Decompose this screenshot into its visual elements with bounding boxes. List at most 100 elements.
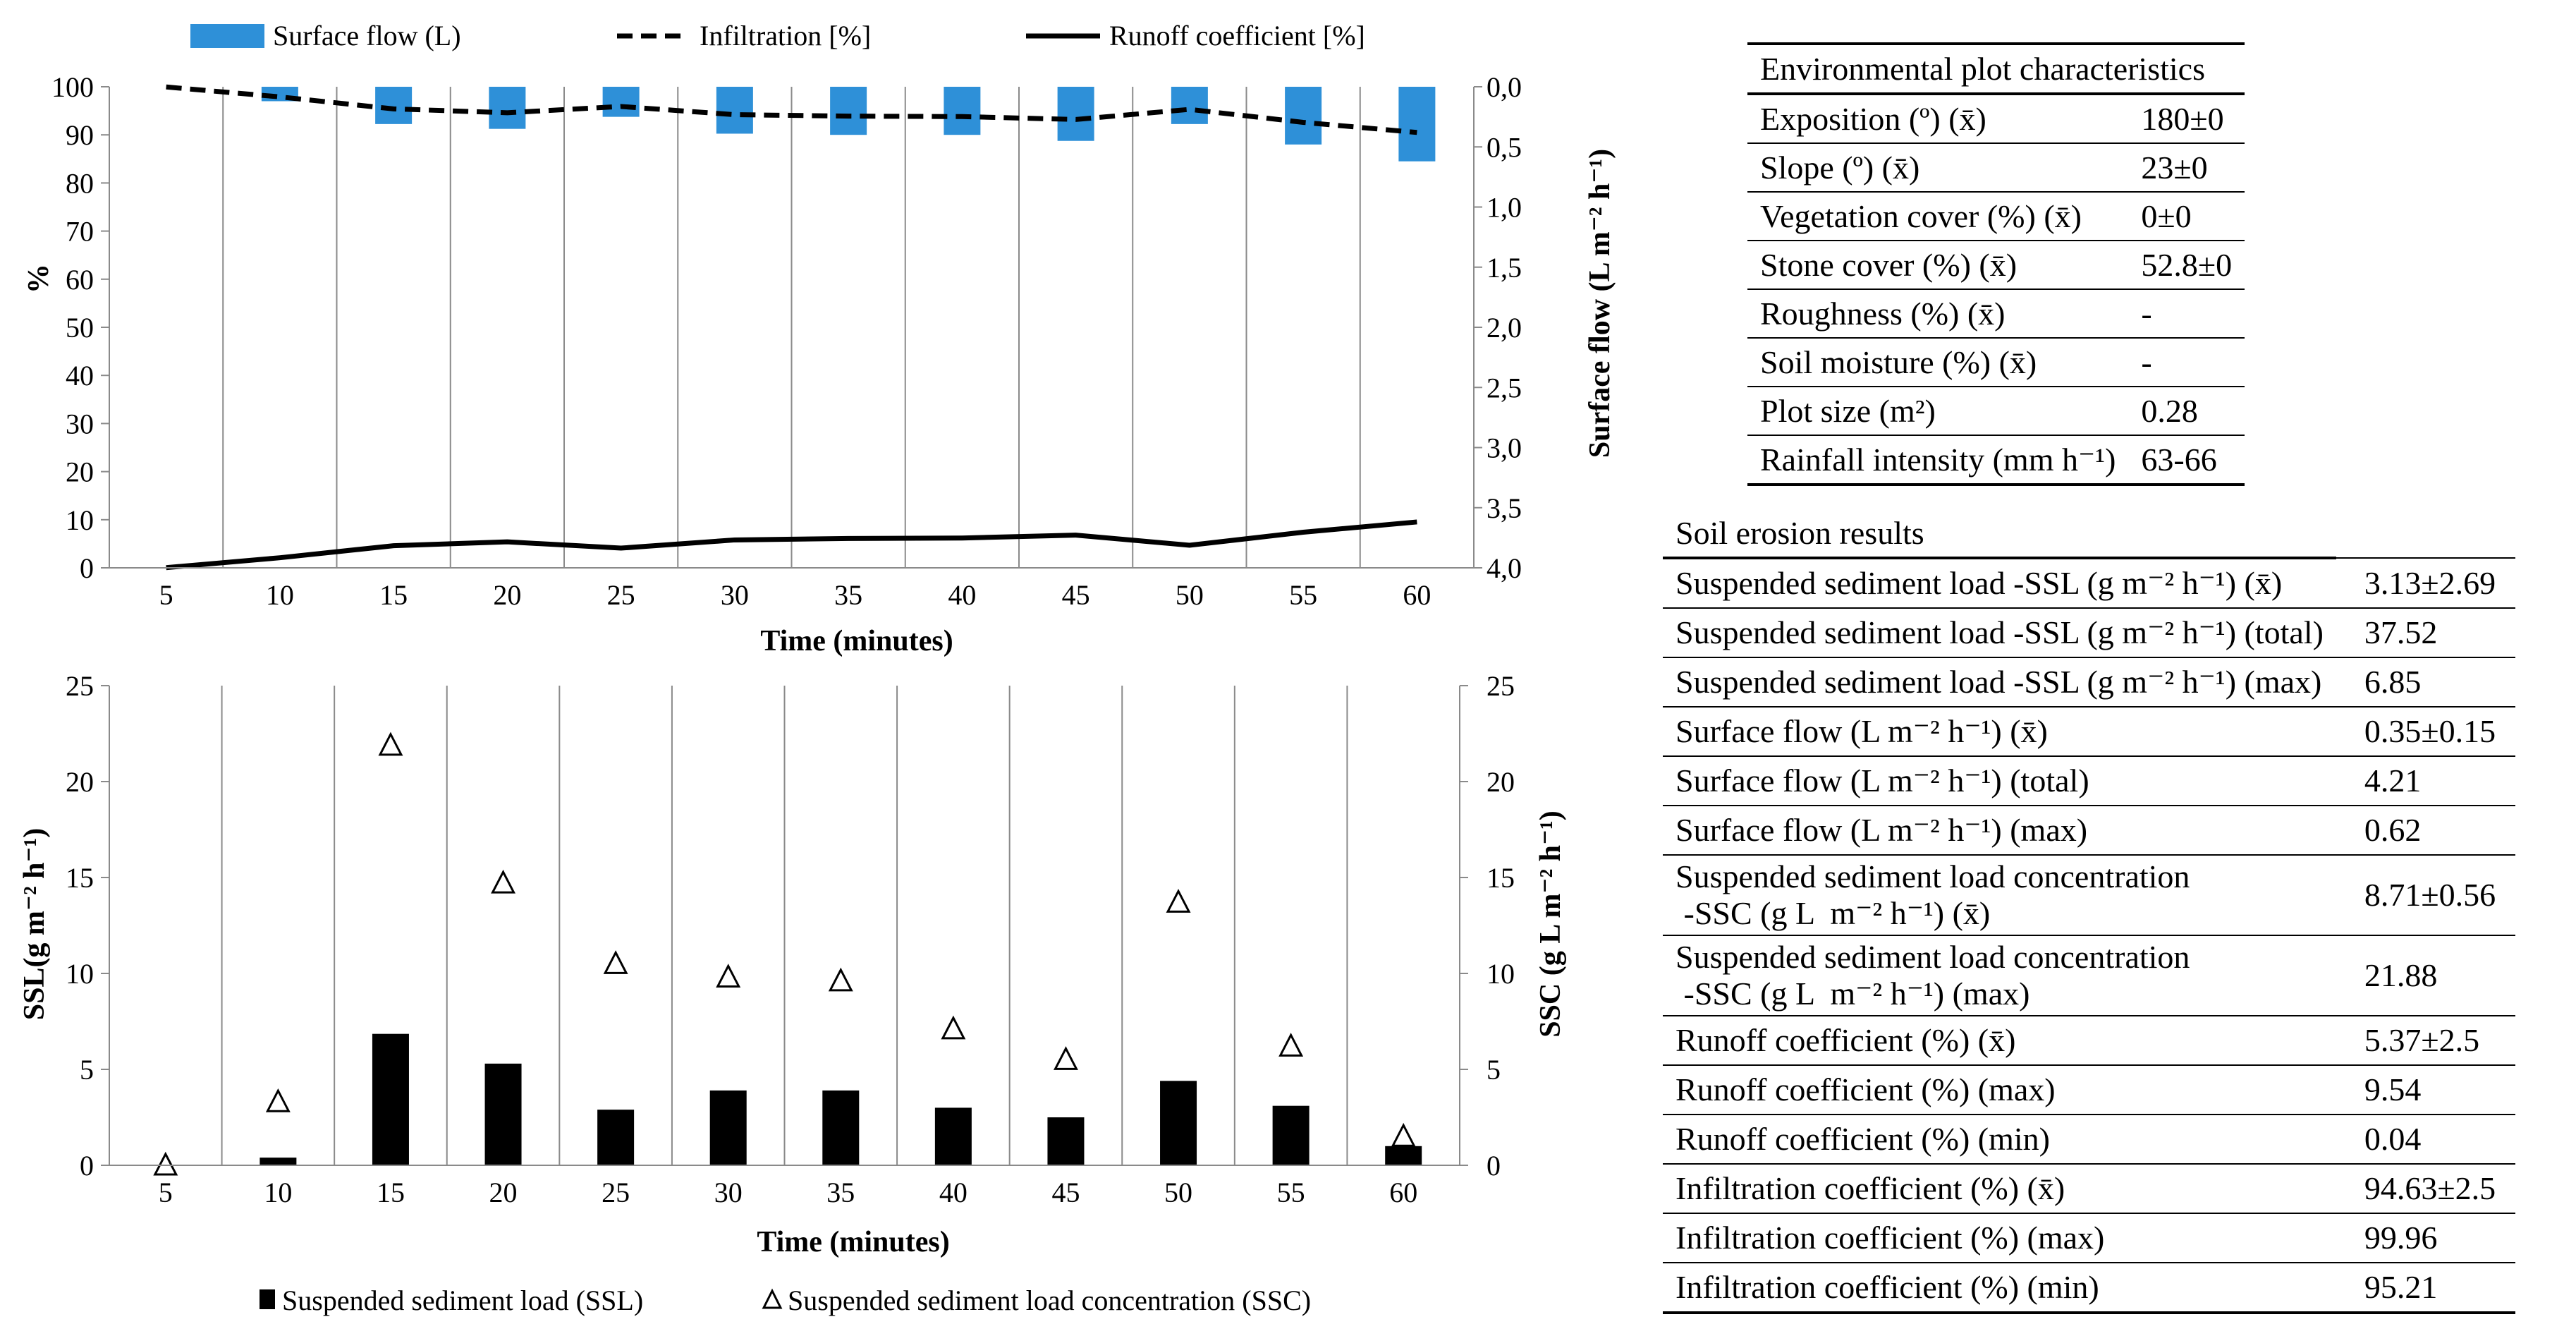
erosion-row-label: Runoff coefficient (%) (min) bbox=[1663, 1115, 2336, 1165]
erosion-table-row: Surface flow (L m⁻² h⁻¹) (total) 4.21 bbox=[1663, 756, 2516, 806]
erosion-table-row: Infiltration coefficient (%) (max) 99.96 bbox=[1663, 1213, 2516, 1263]
erosion-row-value: 0.04 bbox=[2336, 1115, 2516, 1165]
environmental-characteristics-table: Environmental plot characteristics Expos… bbox=[1747, 42, 2245, 486]
erosion-table-row: Suspended sediment load -SSL (g m⁻² h⁻¹)… bbox=[1663, 608, 2516, 658]
env-row-label: Exposition (º) (x̄) bbox=[1747, 94, 2129, 144]
bottom-x-tick-label: 40 bbox=[939, 1177, 967, 1208]
top-x-axis-label: Time (minutes) bbox=[760, 625, 953, 657]
top-x-tick-label: 35 bbox=[834, 579, 862, 611]
ssl-bar bbox=[1160, 1081, 1197, 1165]
surface-flow-bar bbox=[830, 87, 867, 135]
env-row-label: Slope (º) (x̄) bbox=[1747, 143, 2129, 193]
erosion-row-label-line1: Suspended sediment load concentration bbox=[1675, 858, 2190, 895]
top-y-axis-label: % bbox=[23, 264, 55, 293]
erosion-row-value: 94.63±2.5 bbox=[2336, 1164, 2516, 1214]
env-table-caption-row: Environmental plot characteristics bbox=[1747, 44, 2245, 95]
ssl-bar bbox=[372, 1033, 409, 1165]
top-y-tick-label: 100 bbox=[51, 71, 94, 103]
env-row-label: Soil moisture (%) (x̄) bbox=[1747, 338, 2129, 387]
erosion-row-label: Infiltration coefficient (%) (min) bbox=[1663, 1263, 2336, 1314]
env-row-label: Roughness (%) (x̄) bbox=[1747, 289, 2129, 339]
legend-swatch-surface-flow bbox=[190, 24, 264, 48]
sediment-legend: Suspended sediment load (SSL) Suspended … bbox=[260, 1285, 1311, 1316]
ssc-marker bbox=[1278, 1033, 1304, 1057]
ssc-marker bbox=[1166, 889, 1191, 913]
surface-flow-bar bbox=[602, 87, 640, 117]
erosion-row-value: 9.54 bbox=[2336, 1065, 2516, 1115]
legend-swatch-ssl bbox=[260, 1289, 275, 1309]
bottom-y2-tick-label: 10 bbox=[1487, 958, 1515, 990]
env-table-row: Vegetation cover (%) (x̄) 0±0 bbox=[1747, 192, 2245, 241]
erosion-row-label: Suspended sediment load concentration -S… bbox=[1663, 935, 2336, 1016]
ssc-marker bbox=[491, 869, 516, 894]
bottom-x-tick-label: 25 bbox=[602, 1177, 630, 1208]
top-x-tick-label: 55 bbox=[1289, 579, 1317, 611]
ssl-bar bbox=[1047, 1117, 1085, 1165]
charts-canvas: Surface flow (L) Infiltration [%] Runoff… bbox=[18, 20, 1616, 1316]
top-y-tick-label: 90 bbox=[66, 119, 94, 151]
top-y2-tick-label: 0,5 bbox=[1487, 131, 1522, 163]
bottom-y-tick-label: 15 bbox=[66, 862, 94, 894]
runoff-coefficient-line bbox=[166, 519, 1417, 571]
env-table-row: Soil moisture (%) (x̄) - bbox=[1747, 338, 2245, 387]
top-x-tick-label: 5 bbox=[159, 579, 173, 611]
erosion-row-value: 99.96 bbox=[2336, 1213, 2516, 1263]
ssl-bar bbox=[1385, 1146, 1422, 1165]
bottom-y-tick-label: 25 bbox=[66, 670, 94, 702]
top-x-tick-label: 10 bbox=[266, 579, 294, 611]
ssl-bar bbox=[484, 1063, 522, 1165]
surface-flow-bar bbox=[1171, 87, 1208, 124]
surface-flow-bar bbox=[1057, 87, 1094, 141]
bottom-x-tick-label: 35 bbox=[826, 1177, 855, 1208]
env-row-value: 180±0 bbox=[2128, 94, 2245, 144]
hydrology-legend: Surface flow (L) Infiltration [%] Runoff… bbox=[190, 20, 1365, 51]
bottom-x-tick-label: 55 bbox=[1277, 1177, 1305, 1208]
top-y-tick-label: 40 bbox=[66, 360, 94, 391]
bottom-x-tick-label: 15 bbox=[377, 1177, 405, 1208]
top-y-tick-label: 80 bbox=[66, 167, 94, 199]
top-y2-tick-label: 4,0 bbox=[1487, 552, 1522, 584]
top-x-tick-label: 60 bbox=[1403, 579, 1431, 611]
erosion-row-value: 6.85 bbox=[2336, 657, 2516, 708]
erosion-row-label: Surface flow (L m⁻² h⁻¹) (max) bbox=[1663, 806, 2336, 856]
erosion-row-label-line2: -SSC (g L m⁻² h⁻¹) (x̄) bbox=[1675, 895, 1991, 931]
erosion-table-row: Runoff coefficient (%) (max) 9.54 bbox=[1663, 1065, 2516, 1115]
bottom-y-tick-label: 10 bbox=[66, 958, 94, 990]
surface-flow-bar bbox=[489, 87, 526, 129]
legend-label-ssl: Suspended sediment load (SSL) bbox=[282, 1285, 643, 1316]
bottom-y2-tick-label: 0 bbox=[1487, 1150, 1501, 1182]
erosion-row-value: 0.62 bbox=[2336, 806, 2516, 856]
bottom-x-tick-label: 30 bbox=[714, 1177, 743, 1208]
surface-flow-bar bbox=[944, 87, 981, 135]
erosion-row-label: Infiltration coefficient (%) (x̄) bbox=[1663, 1164, 2336, 1214]
top-y2-tick-label: 1,5 bbox=[1487, 252, 1522, 284]
env-row-label: Stone cover (%) (x̄) bbox=[1747, 241, 2129, 290]
erosion-row-label-line1: Suspended sediment load concentration bbox=[1675, 939, 2190, 976]
erosion-table-row: Infiltration coefficient (%) (x̄) 94.63±2… bbox=[1663, 1164, 2516, 1214]
erosion-table-row: Surface flow (L m⁻² h⁻¹) (x̄) 0.35±0.15 bbox=[1663, 707, 2516, 757]
ssc-marker bbox=[828, 967, 853, 992]
ssc-marker bbox=[153, 1151, 178, 1176]
env-row-label: Rainfall intensity (mm h⁻¹) bbox=[1747, 435, 2129, 486]
top-x-tick-label: 45 bbox=[1062, 579, 1090, 611]
hydrology-chart: Surface flow (L) Infiltration [%] Runoff… bbox=[23, 20, 1616, 657]
ssl-bar bbox=[822, 1090, 860, 1165]
erosion-table-caption-spacer bbox=[2336, 509, 2516, 559]
legend-label-ssc: Suspended sediment load concentration (S… bbox=[788, 1285, 1311, 1316]
legend-label-runoff: Runoff coefficient [%] bbox=[1109, 20, 1365, 51]
bottom-y-tick-label: 5 bbox=[80, 1054, 94, 1086]
ssc-marker bbox=[265, 1088, 291, 1112]
surface-flow-bar bbox=[1285, 87, 1322, 145]
bottom-y2-axis-label: SSC (g L m⁻² h⁻¹) bbox=[1534, 810, 1567, 1038]
top-y-tick-label: 60 bbox=[66, 264, 94, 296]
top-y2-tick-label: 2,5 bbox=[1487, 372, 1522, 403]
env-table-title: Environmental plot characteristics bbox=[1747, 44, 2245, 95]
erosion-table-row: Surface flow (L m⁻² h⁻¹) (max) 0.62 bbox=[1663, 806, 2516, 856]
erosion-table-title: Soil erosion results bbox=[1663, 509, 2336, 559]
env-table-row: Slope (º) (x̄) 23±0 bbox=[1747, 143, 2245, 193]
env-row-value: - bbox=[2128, 338, 2245, 387]
ssc-marker bbox=[603, 950, 628, 974]
erosion-row-label-line2: -SSC (g L m⁻² h⁻¹) (max) bbox=[1675, 976, 2030, 1012]
top-y-tick-label: 50 bbox=[66, 312, 94, 344]
env-row-label: Vegetation cover (%) (x̄) bbox=[1747, 192, 2129, 241]
